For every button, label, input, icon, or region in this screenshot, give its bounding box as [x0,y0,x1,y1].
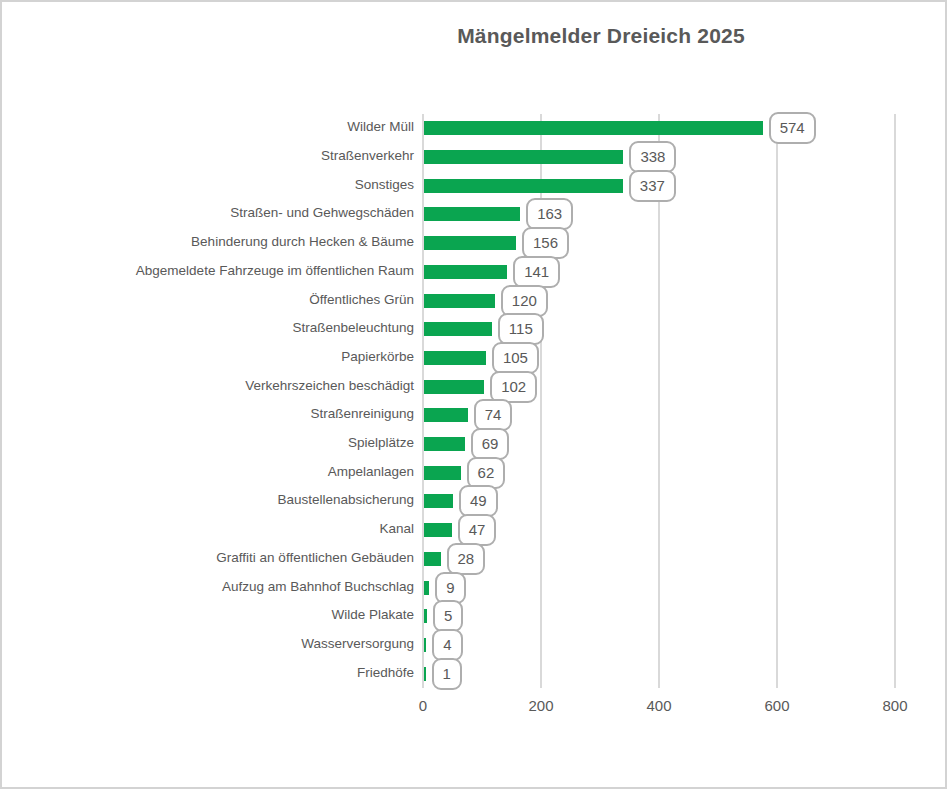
category-label: Ampelanlagen [2,464,414,479]
category-label: Aufzug am Bahnhof Buchschlag [2,579,414,594]
category-label: Straßen- und Gehwegschäden [2,205,414,220]
bar [424,236,516,250]
value-label-callout: 62 [467,457,506,489]
value-label-callout: 49 [459,485,498,517]
bar [424,121,763,135]
x-axis-tick-label: 800 [855,697,935,714]
category-label: Spielplätze [2,435,414,450]
bar [424,408,468,422]
chart-frame: Mängelmelder Dreieich 2025 0 200 400 600 800… [0,0,947,789]
bar [424,581,429,595]
bar [424,150,623,164]
value-label-callout: 141 [513,256,560,288]
category-label: Wasserversorgung [2,636,414,651]
bar [424,552,441,566]
category-label: Graffiti an öffentlichen Gebäuden [2,550,414,565]
bar [424,322,492,336]
value-label-callout: 4 [432,629,462,661]
bar [424,380,484,394]
category-label: Abgemeldete Fahrzeuge im öffentlichen Ra… [2,263,414,278]
bar [424,667,426,681]
x-axis-tick-label: 600 [737,697,817,714]
bar [424,466,461,480]
value-label-callout: 28 [447,543,486,575]
value-label-callout: 105 [492,342,539,374]
category-label: Wilde Plakate [2,607,414,622]
value-label-callout: 337 [629,170,676,202]
bar [424,351,486,365]
bar [424,494,453,508]
value-label-callout: 1 [432,658,462,690]
category-label: Straßenbeleuchtung [2,320,414,335]
category-label: Friedhöfe [2,665,414,680]
category-label: Kanal [2,521,414,536]
bar [424,294,495,308]
bar [424,638,426,652]
category-label: Wilder Müll [2,119,414,134]
bar [424,609,427,623]
bar [424,523,452,537]
chart-title: Mängelmelder Dreieich 2025 [255,24,947,48]
value-label-callout: 574 [769,112,816,144]
category-label: Papierkörbe [2,349,414,364]
bar [424,179,623,193]
value-label-callout: 102 [490,371,537,403]
category-label: Baustellenabsicherung [2,492,414,507]
category-label: Verkehrszeichen beschädigt [2,378,414,393]
value-label-callout: 163 [526,198,573,230]
value-label-callout: 69 [471,428,510,460]
category-label: Behinderung durch Hecken & Bäume [2,234,414,249]
x-gridline [894,114,896,688]
value-label-callout: 5 [433,600,463,632]
x-gridline [422,114,424,688]
bar [424,437,465,451]
bar [424,265,507,279]
value-label-callout: 115 [498,313,544,345]
category-label: Straßenverkehr [2,148,414,163]
value-label-callout: 120 [501,285,548,317]
x-axis-tick-label: 0 [383,697,463,714]
value-label-callout: 156 [522,227,569,259]
category-label: Straßenreinigung [2,406,414,421]
value-label-callout: 47 [458,514,497,546]
value-label-callout: 338 [629,141,676,173]
x-axis-tick-label: 400 [619,697,699,714]
x-axis-tick-label: 200 [501,697,581,714]
value-label-callout: 74 [474,399,513,431]
value-label-callout: 9 [435,572,465,604]
x-gridline [776,114,778,688]
category-label: Sonstiges [2,177,414,192]
category-label: Öffentliches Grün [2,292,414,307]
bar [424,207,520,221]
